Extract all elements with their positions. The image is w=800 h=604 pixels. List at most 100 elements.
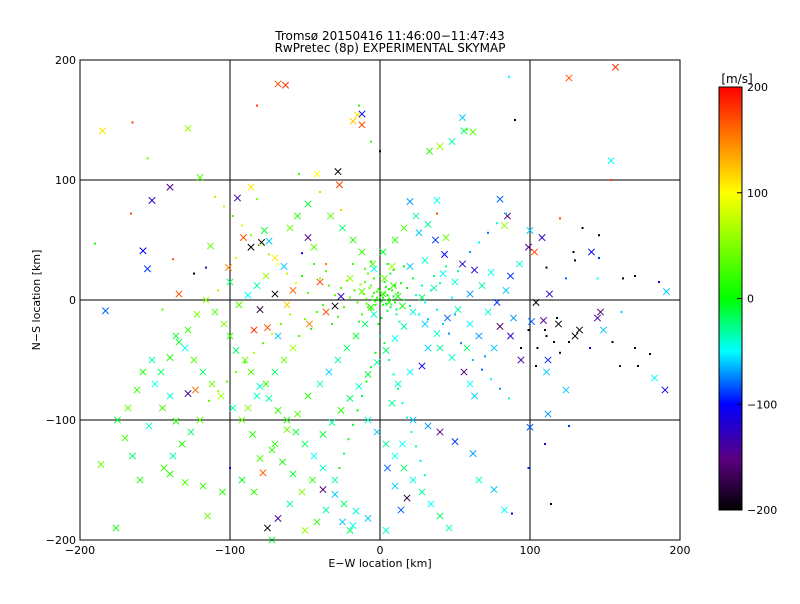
data-point-dot [365,380,368,383]
data-point-dot [389,306,392,309]
data-point-dot [322,303,324,306]
data-point-cross [383,464,392,472]
data-point-cross [136,476,144,484]
data-point-dot [442,323,444,325]
data-point-cross [389,282,398,290]
data-point-cross [391,334,399,342]
data-point-cross [340,500,348,508]
data-point-cross [337,406,345,414]
data-point-cross [388,399,396,407]
data-point-cross [424,422,432,430]
data-point-cross [526,423,534,431]
data-point-dot [424,301,426,304]
x-tick-label: 200 [670,544,691,557]
data-point-dot [568,341,570,343]
data-point-dot [472,359,474,361]
data-point-cross [181,344,189,352]
data-point-cross [352,507,360,515]
data-point-cross [235,301,243,309]
data-point-dot [392,269,395,271]
data-point-cross [367,303,375,311]
data-point-cross [379,248,387,256]
data-point-cross [524,243,533,251]
data-point-cross [166,392,174,400]
data-point-dot [418,313,420,316]
data-point-cross [217,392,225,400]
data-point-dot [401,402,404,405]
data-point-dot [379,275,381,277]
data-point-dot [406,416,408,419]
data-point-cross [425,147,434,155]
data-point-dot [415,294,417,297]
data-point-dot [365,297,368,300]
data-point-dot [214,195,216,198]
y-tick-label: 100 [55,174,76,187]
data-point-dot [319,277,321,280]
data-point-cross [335,181,344,189]
data-point-cross [128,452,137,460]
data-point-cross [238,416,246,424]
data-point-dot [424,474,426,477]
data-point-cross [253,392,261,400]
data-point-cross [193,310,201,318]
data-point-dot [553,341,555,343]
data-point-cross [313,518,321,526]
data-point-cross [256,382,264,390]
data-point-dot [403,299,405,301]
data-point-cross [593,314,602,322]
data-point-cross [241,356,249,364]
data-point-cross [278,458,287,466]
data-point-dot [208,399,210,402]
data-point-dot [374,351,377,354]
data-point-cross [343,344,351,352]
data-point-cross [442,234,450,242]
data-point-cross [293,410,302,418]
data-point-dot [398,320,401,323]
data-point-dot [445,265,447,268]
data-point-cross [151,380,159,388]
data-point-cross [349,117,357,125]
data-point-dot [448,332,450,335]
y-tick-label: 0 [69,294,76,307]
data-point-dot [379,289,381,292]
data-point-cross [391,452,399,460]
data-point-cross [244,291,252,299]
data-point-dot [313,263,315,265]
data-point-cross [515,260,524,268]
data-point-cross [544,356,552,364]
data-point-dot [568,425,570,427]
data-point-dot [232,215,234,217]
data-point-dot [356,409,359,412]
colorbar-ticks: 200 100 0 −100 −200 [737,81,777,517]
data-point-dot [457,270,459,273]
data-point-cross [382,346,390,354]
data-point-dot [596,277,599,280]
x-axis-label: E−W location [km] [328,557,431,570]
data-point-dot [262,342,264,345]
data-point-cross [310,452,318,460]
data-point-cross [364,370,372,378]
data-point-cross [379,290,387,298]
data-point-dot [346,279,348,282]
data-point-dot [286,272,288,275]
data-point-dot [268,253,270,256]
data-point-dot [649,353,651,355]
data-points [94,63,671,544]
data-point-cross [250,488,258,496]
data-point-cross [98,127,107,135]
data-point-dot [487,231,489,234]
data-point-cross [280,262,288,270]
data-point-cross [166,183,174,191]
data-point-dot [598,257,600,259]
data-point-cross [319,464,327,472]
data-point-dot [460,342,462,345]
data-point-dot [217,390,219,393]
data-point-cross [587,248,596,256]
data-point-dot [499,387,501,390]
data-point-cross [463,344,471,352]
data-point-cross [364,514,372,522]
data-point-cross [239,234,248,242]
data-point-cross [196,174,204,182]
data-point-cross [199,368,207,376]
data-point-dot [397,387,399,390]
